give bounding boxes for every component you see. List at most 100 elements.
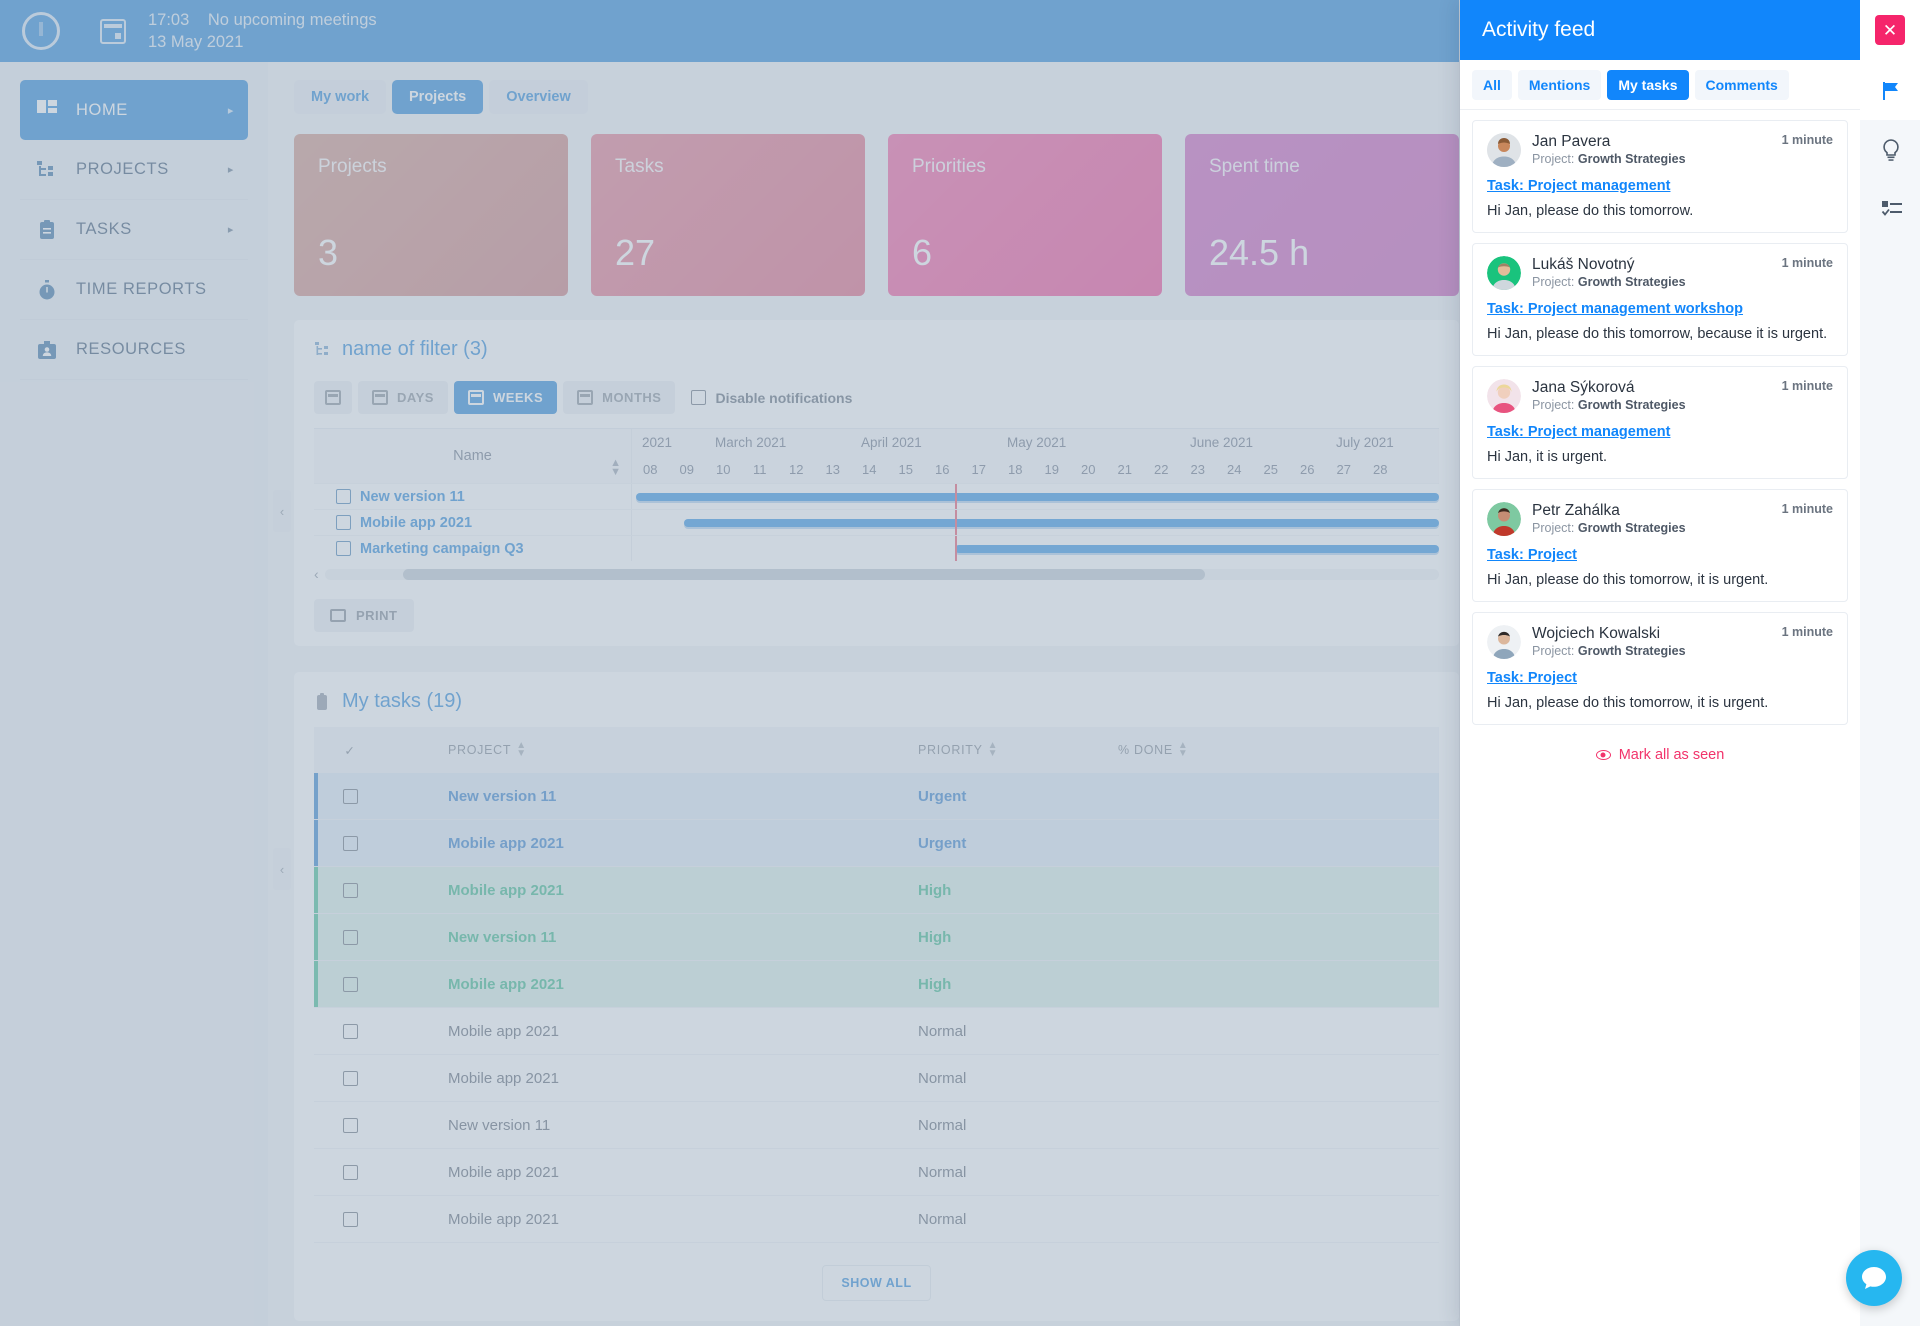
- sort-icon[interactable]: ▲ ▼: [610, 457, 621, 479]
- tab-my-tasks[interactable]: My tasks: [1607, 69, 1689, 100]
- scale-days-button[interactable]: DAYS: [358, 381, 448, 414]
- sidebar-item-home[interactable]: HOME ▸: [20, 80, 248, 140]
- row-checkbox[interactable]: [342, 835, 358, 851]
- table-row[interactable]: Mobile app 2021 Normal: [314, 1196, 1439, 1243]
- gantt-row-name[interactable]: Mobile app 2021: [314, 510, 632, 535]
- sort-icon[interactable]: ▲ ▼: [516, 740, 527, 759]
- entry-task-link[interactable]: Task: Project management workshop: [1487, 301, 1743, 317]
- row-checkbox[interactable]: [342, 882, 358, 898]
- power-icon[interactable]: [22, 12, 60, 50]
- entry-task-link[interactable]: Task: Project: [1487, 547, 1577, 563]
- sort-icon[interactable]: ▲ ▼: [987, 740, 999, 759]
- tab-all[interactable]: All: [1472, 69, 1512, 100]
- gantt-row[interactable]: Mobile app 2021: [314, 509, 1439, 535]
- table-row[interactable]: New version 11 Normal: [314, 1102, 1439, 1149]
- checklist-button[interactable]: [1860, 180, 1920, 240]
- kpi-card-tasks[interactable]: Tasks 27: [591, 134, 865, 296]
- column-select-all[interactable]: ✓: [344, 743, 356, 758]
- sidebar-item-resources[interactable]: RESOURCES: [20, 320, 248, 380]
- row-checkbox[interactable]: [342, 1023, 358, 1039]
- list-item[interactable]: Lukáš Novotný Project: Growth Strategies…: [1472, 243, 1848, 356]
- sort-icon[interactable]: ▲ ▼: [1177, 740, 1189, 759]
- sidebar-item-tasks[interactable]: TASKS ▸: [20, 200, 248, 260]
- week-label: 24: [1227, 462, 1242, 477]
- calendar-picker-button[interactable]: [314, 381, 352, 414]
- tab-mentions[interactable]: Mentions: [1517, 69, 1602, 100]
- sidebar-item-projects[interactable]: PROJECTS ▸: [20, 140, 248, 200]
- column-project[interactable]: PROJECT ▲ ▼: [448, 740, 527, 759]
- my-tasks-label: My tasks (19): [342, 690, 463, 712]
- tips-button[interactable]: [1860, 120, 1920, 180]
- chevron-left-icon[interactable]: ‹: [314, 566, 319, 582]
- gantt-horizontal-scrollbar[interactable]: ‹: [314, 561, 1439, 583]
- gantt-row-name[interactable]: New version 11: [314, 484, 632, 509]
- list-item[interactable]: Wojciech Kowalski Project: Growth Strate…: [1472, 612, 1848, 725]
- row-checkbox[interactable]: [342, 976, 358, 992]
- kpi-card-spent-time[interactable]: Spent time 24.5 h: [1185, 134, 1459, 296]
- column-priority[interactable]: PRIORITY ▲ ▼: [918, 740, 999, 759]
- row-checkbox[interactable]: [342, 1070, 358, 1086]
- tab-comments[interactable]: Comments: [1694, 69, 1789, 100]
- scrollbar-track[interactable]: [324, 568, 1439, 580]
- chat-bubble-button[interactable]: [1846, 1250, 1902, 1306]
- table-row[interactable]: New version 11 High: [314, 914, 1439, 961]
- scrollbar-thumb[interactable]: [402, 568, 1205, 580]
- gantt-bar[interactable]: [684, 519, 1439, 527]
- row-checkbox[interactable]: [342, 929, 358, 945]
- calendar-icon[interactable]: [100, 18, 126, 44]
- kpi-card-projects[interactable]: Projects 3: [294, 134, 568, 296]
- row-checkbox[interactable]: [342, 788, 358, 804]
- row-checkbox[interactable]: [342, 1211, 358, 1227]
- scale-months-button[interactable]: MONTHS: [563, 381, 676, 414]
- print-button[interactable]: PRINT: [314, 599, 414, 632]
- list-item[interactable]: Jan Pavera Project: Growth Strategies 1 …: [1472, 120, 1848, 233]
- week-label: 25: [1263, 462, 1278, 477]
- list-item[interactable]: Petr Zahálka Project: Growth Strategies …: [1472, 489, 1848, 602]
- filter-title[interactable]: name of filter (3): [314, 338, 1439, 361]
- tab-my-work[interactable]: My work: [294, 80, 387, 114]
- gantt-row[interactable]: New version 11: [314, 483, 1439, 509]
- month-label: July 2021: [1336, 435, 1394, 450]
- tab-projects[interactable]: Projects: [392, 80, 484, 114]
- entry-timestamp: 1 minute: [1781, 502, 1833, 516]
- entry-task-link[interactable]: Task: Project: [1487, 670, 1577, 686]
- entry-task-link[interactable]: Task: Project management: [1487, 424, 1671, 440]
- mark-all-as-seen-button[interactable]: Mark all as seen: [1472, 735, 1848, 775]
- close-panel-button[interactable]: ✕: [1860, 0, 1920, 60]
- gantt-collapse-handle[interactable]: ‹: [273, 490, 291, 532]
- document-icon: [336, 489, 351, 504]
- row-priority: High: [918, 928, 952, 946]
- table-row[interactable]: Mobile app 2021 Normal: [314, 1149, 1439, 1196]
- table-row[interactable]: Mobile app 2021 High: [314, 961, 1439, 1008]
- entry-task-link[interactable]: Task: Project management: [1487, 178, 1671, 194]
- kpi-cards: Projects 3 Tasks 27 Priorities 6 Spent t…: [294, 134, 1459, 296]
- checkbox-icon: [691, 390, 707, 405]
- row-project: Mobile app 2021: [448, 1069, 559, 1087]
- flag-button[interactable]: [1860, 60, 1920, 120]
- row-checkbox[interactable]: [342, 1164, 358, 1180]
- table-row[interactable]: New version 11 Urgent: [314, 773, 1439, 820]
- gantt-bar[interactable]: [954, 545, 1439, 553]
- row-checkbox[interactable]: [342, 1117, 358, 1133]
- gantt-row-name[interactable]: Marketing campaign Q3: [314, 536, 632, 561]
- show-all-button[interactable]: SHOW ALL: [822, 1265, 931, 1301]
- entry-message: Hi Jan, please do this tomorrow, because…: [1487, 326, 1828, 342]
- tasks-collapse-handle[interactable]: ‹: [273, 848, 291, 890]
- gantt-bar[interactable]: [636, 493, 1439, 501]
- kpi-title: Projects: [318, 156, 387, 177]
- sidebar-item-time-reports[interactable]: TIME REPORTS: [20, 260, 248, 320]
- tab-overview[interactable]: Overview: [489, 80, 588, 114]
- disable-notifications-checkbox[interactable]: Disable notifications: [691, 390, 852, 406]
- kpi-card-priorities[interactable]: Priorities 6: [888, 134, 1162, 296]
- current-time: 17:03: [148, 10, 190, 29]
- gantt-name-column-header[interactable]: Name ▲ ▼: [314, 429, 632, 483]
- gantt-row[interactable]: Marketing campaign Q3: [314, 535, 1439, 561]
- table-row[interactable]: Mobile app 2021 Normal: [314, 1055, 1439, 1102]
- table-row[interactable]: Mobile app 2021 High: [314, 867, 1439, 914]
- table-row[interactable]: Mobile app 2021 Urgent: [314, 820, 1439, 867]
- table-row[interactable]: Mobile app 2021 Normal: [314, 1008, 1439, 1055]
- scale-weeks-button[interactable]: WEEKS: [453, 381, 558, 414]
- list-item[interactable]: Jana Sýkorová Project: Growth Strategies…: [1472, 366, 1848, 479]
- column-percent-done[interactable]: % DONE ▲ ▼: [1118, 740, 1189, 759]
- week-label: 19: [1044, 462, 1059, 477]
